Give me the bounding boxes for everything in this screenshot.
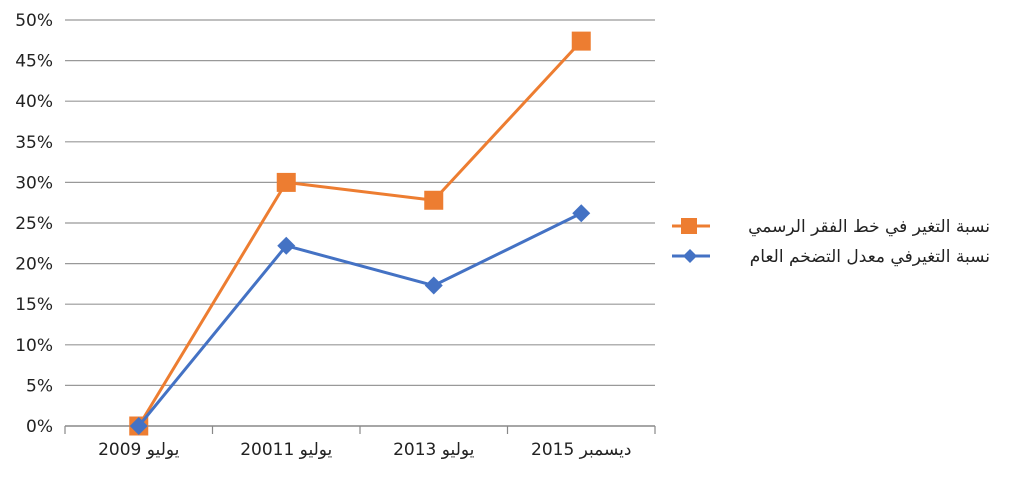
legend-item: نسبة التغيرفي معدل التضخم العام	[672, 247, 990, 267]
y-tick-label: 25%	[15, 214, 53, 234]
y-axis-ticks: 0% 5% 10% 15% 20% 25% 30% 35% 40% 45% 50%	[15, 11, 53, 437]
legend: نسبة التغير في خط الفقر الرسمي نسبة التغي…	[672, 217, 990, 267]
y-tick-label: 35%	[15, 133, 53, 153]
gridlines	[65, 20, 655, 426]
y-tick-label: 30%	[15, 173, 53, 193]
y-tick-label: 20%	[15, 255, 53, 275]
y-tick-label: 10%	[15, 336, 53, 356]
data-point	[425, 277, 443, 295]
series-line	[139, 213, 582, 426]
y-tick-label: 40%	[15, 92, 53, 112]
x-category-label: يوليو 20011	[240, 440, 332, 460]
series-group	[129, 32, 591, 436]
y-tick-label: 15%	[15, 295, 53, 315]
legend-marker	[681, 218, 697, 234]
series-2	[130, 204, 591, 435]
x-axis: يوليو 2009 يوليو 20011 يوليو 2013 ديسمبر 20…	[65, 426, 655, 460]
series-1	[129, 32, 591, 436]
y-tick-label: 0%	[26, 417, 53, 437]
legend-label: نسبة التغير في خط الفقر الرسمي	[748, 217, 990, 237]
x-category-label: ديسمبر 2015	[531, 440, 631, 460]
x-category-label: يوليو 2013	[393, 440, 475, 460]
y-tick-label: 45%	[15, 52, 53, 72]
data-point	[572, 204, 590, 222]
data-point	[424, 191, 443, 210]
data-point	[277, 173, 296, 192]
data-point	[572, 32, 591, 51]
x-category-label: يوليو 2009	[98, 440, 180, 460]
series-line	[139, 41, 582, 426]
legend-label: نسبة التغيرفي معدل التضخم العام	[750, 247, 990, 267]
y-tick-label: 50%	[15, 11, 53, 31]
legend-item: نسبة التغير في خط الفقر الرسمي	[672, 217, 990, 237]
legend-marker	[683, 249, 697, 263]
y-tick-label: 5%	[26, 376, 53, 396]
